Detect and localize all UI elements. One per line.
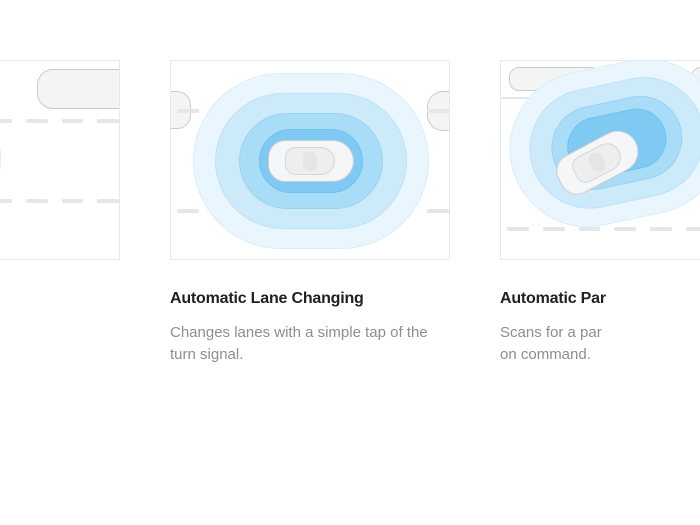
feature-description: Changes lanes with a simple tap of the t… xyxy=(170,322,450,366)
feature-card-3: Automatic Par Scans for a par on command… xyxy=(500,60,700,366)
feature-illustration-1 xyxy=(0,60,120,260)
other-car xyxy=(37,69,120,109)
feature-row: e as cars that are del S. Automatic Lane… xyxy=(0,60,700,366)
feature-title: e xyxy=(0,290,120,308)
feature-title: Automatic Par xyxy=(500,290,700,308)
feature-illustration-3 xyxy=(500,60,700,260)
feature-title: Automatic Lane Changing xyxy=(170,290,450,308)
lane-dashes xyxy=(0,119,119,123)
feature-description: Scans for a par on command. xyxy=(500,322,700,366)
lane-dashes xyxy=(501,227,700,231)
feature-card-2: Automatic Lane Changing Changes lanes wi… xyxy=(170,60,450,366)
feature-card-1: e as cars that are del S. xyxy=(0,60,120,366)
lane-dashes xyxy=(0,199,119,203)
feature-illustration-2 xyxy=(170,60,450,260)
car-icon xyxy=(268,140,354,182)
feature-description: as cars that are del S. xyxy=(0,322,120,366)
